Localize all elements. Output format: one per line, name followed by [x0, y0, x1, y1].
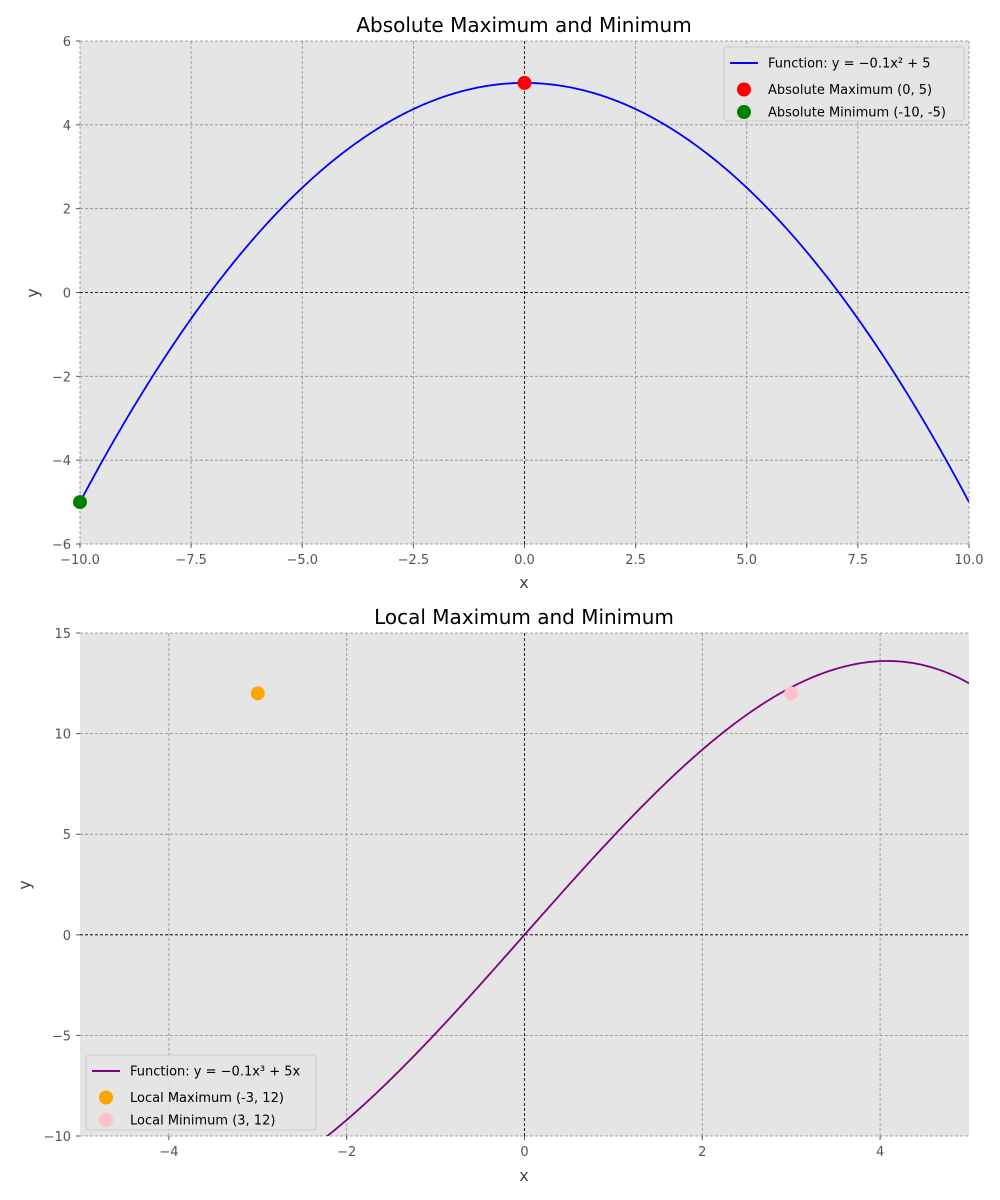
- y-tick-label: 2: [63, 203, 71, 218]
- legend-box: [85, 1054, 317, 1131]
- x-tick-label: 0: [520, 1145, 528, 1160]
- y-tick-label: −10: [44, 1130, 71, 1145]
- y-tick-label: 0: [63, 287, 71, 302]
- x-axis-label: x: [519, 1166, 528, 1185]
- y-tick-label: 15: [54, 627, 71, 642]
- legend-marker-swatch: [737, 105, 751, 119]
- legend-label: Function: y = −0.1x³ + 5x: [130, 1065, 301, 1080]
- chart-absolute-max-min: Absolute Maximum and Minimum x y −10.0 −7…: [23, 13, 983, 592]
- y-tick-label: 5: [63, 828, 71, 843]
- y-tick-label: −6: [52, 538, 71, 553]
- data-point: [73, 495, 87, 510]
- data-point: [250, 686, 265, 701]
- x-tick-label: 0.0: [514, 553, 535, 568]
- y-axis-label: y: [15, 880, 34, 889]
- data-point: [784, 686, 799, 701]
- x-tick-label: −5.0: [286, 553, 318, 568]
- chart-local-max-min: Local Maximum and Minimum x y −4 −2 0 2 4 −10…: [15, 605, 969, 1185]
- x-tick-label: 2: [698, 1145, 706, 1160]
- legend: Function: y = −0.1x³ + 5x Local Maximum (…: [85, 1054, 317, 1131]
- legend-label: Function: y = −0.1x² + 5: [768, 57, 931, 72]
- x-tick-label: 10.0: [955, 553, 984, 568]
- legend-label: Local Maximum (-3, 12): [130, 1091, 284, 1106]
- legend-box: [723, 46, 965, 122]
- x-tick-label: 2.5: [625, 553, 646, 568]
- x-tick-label: −2.5: [398, 553, 430, 568]
- y-tick-label: 4: [63, 119, 71, 134]
- x-tick-label: 5.0: [736, 553, 757, 568]
- x-tick-label: −2: [337, 1145, 356, 1160]
- y-tick-label: 10: [54, 728, 71, 743]
- legend: Function: y = −0.1x² + 5 Absolute Maximum…: [723, 46, 965, 122]
- legend-marker-swatch: [99, 1090, 113, 1105]
- x-tick-label: 7.5: [848, 553, 869, 568]
- x-axis-label: x: [519, 573, 528, 592]
- chart-title: Local Maximum and Minimum: [374, 605, 674, 629]
- series-line: [325, 660, 969, 1136]
- legend-label: Absolute Minimum (-10, -5): [768, 106, 946, 121]
- chart-title: Absolute Maximum and Minimum: [356, 13, 691, 37]
- y-tick-label: −4: [52, 454, 71, 469]
- y-axis-label: y: [23, 288, 42, 297]
- y-tick-label: −5: [52, 1029, 71, 1044]
- y-tick-label: −2: [52, 370, 71, 385]
- x-tick-label: −7.5: [175, 553, 207, 568]
- x-tick-label: −4: [159, 1145, 178, 1160]
- x-tick-label: 4: [876, 1145, 884, 1160]
- y-tick-label: 6: [63, 35, 71, 50]
- x-tick-label: −10.0: [60, 553, 100, 568]
- legend-label: Local Minimum (3, 12): [130, 1114, 275, 1129]
- y-tick-label: 0: [63, 929, 71, 944]
- legend-marker-swatch: [737, 82, 751, 97]
- data-point: [517, 75, 532, 90]
- legend-marker-swatch: [99, 1113, 113, 1127]
- legend-label: Absolute Maximum (0, 5): [768, 83, 932, 98]
